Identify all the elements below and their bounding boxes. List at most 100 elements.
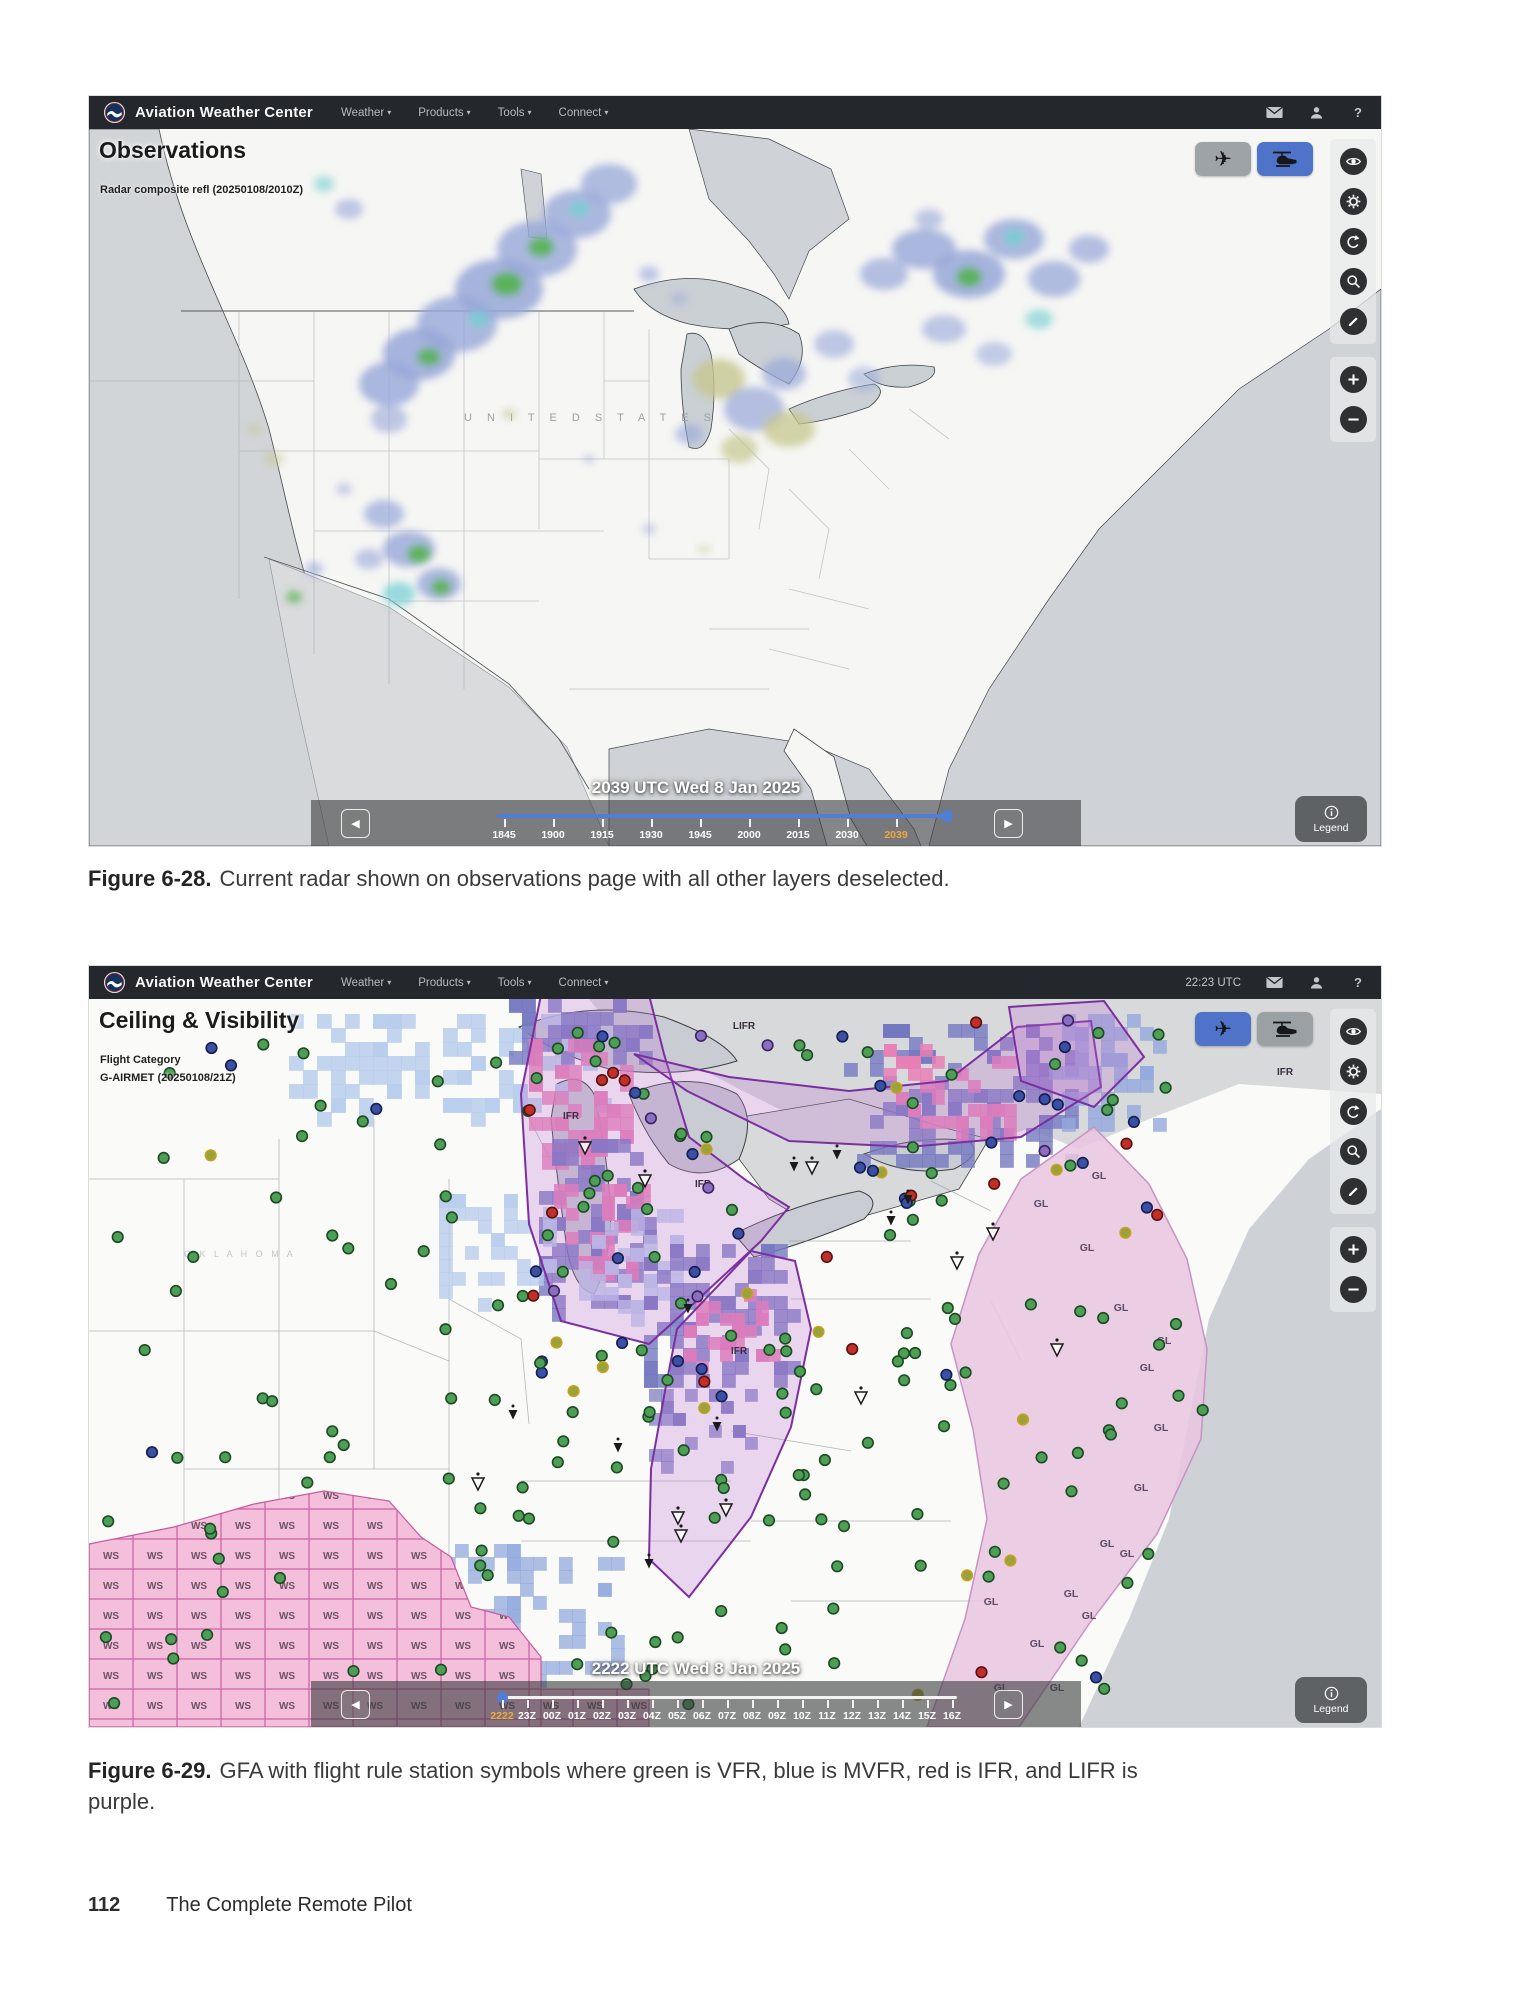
- airplane-mode-button[interactable]: ✈: [1195, 142, 1251, 176]
- zoom-in-button[interactable]: [1339, 1236, 1367, 1263]
- tick-mark: [902, 1700, 904, 1708]
- station-dot: [611, 1252, 625, 1265]
- time-tick[interactable]: 23Z: [517, 1710, 537, 1722]
- draw-button[interactable]: [1339, 1178, 1367, 1205]
- menu-tools[interactable]: Tools ▾: [497, 106, 532, 119]
- station-dot: [820, 1250, 833, 1263]
- station-dot: [800, 1048, 814, 1062]
- station-dot: [836, 1030, 849, 1043]
- layers-button[interactable]: [1339, 148, 1367, 175]
- menu-tools[interactable]: Tools ▾: [497, 976, 532, 989]
- mail-icon[interactable]: [1265, 976, 1283, 989]
- station-dot: [874, 1079, 887, 1092]
- time-tick[interactable]: 2030: [835, 829, 859, 841]
- time-tick[interactable]: 2039: [884, 829, 908, 841]
- menu-weather[interactable]: Weather ▾: [340, 106, 392, 119]
- reset-view-button[interactable]: [1339, 1098, 1367, 1125]
- station-dot: [593, 1040, 606, 1053]
- station-dot: [792, 1469, 805, 1482]
- zoom-out-button[interactable]: [1339, 406, 1367, 433]
- time-tick[interactable]: 13Z: [867, 1710, 887, 1722]
- time-tick[interactable]: 1945: [688, 829, 712, 841]
- station-dot: [761, 1039, 774, 1052]
- layers-button[interactable]: [1339, 1018, 1367, 1045]
- time-tick[interactable]: 1900: [541, 829, 565, 841]
- gale-warning-zone[interactable]: GLGLGLGLGLGLGLGLGLGLGLGLGLGLGLGL: [926, 1126, 1208, 1727]
- time-tick[interactable]: 15Z: [917, 1710, 937, 1722]
- reset-view-button[interactable]: [1339, 228, 1367, 255]
- legend-button[interactable]: Legend: [1295, 796, 1367, 842]
- legend-button[interactable]: Legend: [1295, 1677, 1367, 1723]
- helicopter-mode-button[interactable]: [1257, 142, 1313, 176]
- settings-gear-button[interactable]: [1339, 188, 1367, 215]
- help-button[interactable]: ?: [1354, 975, 1362, 990]
- station-dot: [384, 1277, 398, 1291]
- time-step-back-button[interactable]: ◀: [341, 1690, 370, 1719]
- time-tick[interactable]: 12Z: [842, 1710, 862, 1722]
- station-dot: [831, 1560, 844, 1573]
- station-dot: [512, 1509, 525, 1522]
- time-tick[interactable]: 11Z: [818, 1710, 836, 1722]
- station-dot: [1151, 1208, 1164, 1221]
- time-tick[interactable]: 02Z: [592, 1710, 612, 1722]
- settings-gear-button[interactable]: [1339, 1058, 1367, 1085]
- station-dots-layer[interactable]: [99, 1014, 1209, 1711]
- time-step-forward-button[interactable]: ▶: [994, 1690, 1023, 1719]
- time-tick[interactable]: 1845: [492, 829, 516, 841]
- station-dot: [1064, 1159, 1077, 1172]
- time-tick[interactable]: 14Z: [892, 1710, 912, 1722]
- user-icon[interactable]: [1309, 105, 1324, 120]
- station-dot: [347, 1664, 360, 1678]
- time-step-forward-button[interactable]: ▶: [994, 809, 1023, 838]
- help-button[interactable]: ?: [1354, 105, 1362, 120]
- time-slider[interactable]: ◀ 1845 1900 1915 1930 1945 2000 2015 2030 2039 ▶: [311, 800, 1081, 846]
- time-tick[interactable]: 05Z: [667, 1710, 687, 1722]
- time-tick[interactable]: 06Z: [692, 1710, 712, 1722]
- time-tick[interactable]: 09Z: [767, 1710, 787, 1722]
- station-dot: [945, 1068, 958, 1081]
- user-icon[interactable]: [1309, 975, 1324, 990]
- time-tick[interactable]: 10Z: [792, 1710, 812, 1722]
- search-button[interactable]: [1339, 1138, 1367, 1165]
- menu-weather[interactable]: Weather ▾: [340, 976, 392, 989]
- zoom-out-button[interactable]: [1339, 1276, 1367, 1303]
- station-dot: [596, 1030, 609, 1043]
- station-dot: [891, 1355, 905, 1368]
- station-dot: [812, 1325, 825, 1338]
- station-dot: [779, 1332, 792, 1345]
- time-slider-handle[interactable]: [496, 1691, 508, 1703]
- map-canvas-gfa[interactable]: WS O K L A H O M AGLGLGLGLGLGLGLGLGLGLGL…: [89, 999, 1381, 1727]
- time-tick[interactable]: 03Z: [617, 1710, 637, 1722]
- time-tick[interactable]: 04Z: [642, 1710, 662, 1722]
- time-tick[interactable]: 07Z: [717, 1710, 737, 1722]
- menu-connect[interactable]: Connect ▾: [558, 976, 609, 989]
- station-dot: [908, 1346, 922, 1360]
- search-button[interactable]: [1339, 268, 1367, 295]
- time-tick[interactable]: 16Z: [942, 1710, 962, 1722]
- gairmet-polygons[interactable]: [519, 999, 1146, 1599]
- time-tick[interactable]: 00Z: [542, 1710, 562, 1722]
- time-tick[interactable]: 2000: [737, 829, 761, 841]
- menu-products[interactable]: Products ▾: [418, 976, 471, 989]
- time-tick[interactable]: 08Z: [742, 1710, 762, 1722]
- time-slider-handle[interactable]: [941, 810, 953, 822]
- svg-text:GL: GL: [1092, 1170, 1107, 1182]
- time-step-back-button[interactable]: ◀: [341, 809, 370, 838]
- draw-button[interactable]: [1339, 308, 1367, 335]
- time-tick[interactable]: 2222: [490, 1710, 514, 1722]
- helicopter-mode-button[interactable]: [1257, 1012, 1313, 1046]
- nav-right: 22:23 UTC ?: [1185, 975, 1367, 991]
- menu-products[interactable]: Products ▾: [418, 106, 471, 119]
- station-dot: [551, 1456, 564, 1469]
- time-tick[interactable]: 1930: [639, 829, 663, 841]
- time-tick[interactable]: 1915: [590, 829, 614, 841]
- airplane-mode-button[interactable]: ✈: [1195, 1012, 1251, 1046]
- map-canvas-observations[interactable]: U N I T E D S T A T E S Observations Rad…: [89, 129, 1381, 846]
- time-tick[interactable]: 01Z: [567, 1710, 587, 1722]
- noaa-logo: [103, 101, 126, 124]
- time-slider[interactable]: ◀ 2222 23Z 00Z 01Z 02Z 03Z 04Z 05Z 06Z 07Z 08Z 09Z 10…: [311, 1681, 1081, 1727]
- menu-connect[interactable]: Connect ▾: [558, 106, 609, 119]
- time-tick[interactable]: 2015: [786, 829, 810, 841]
- zoom-in-button[interactable]: [1339, 366, 1367, 393]
- mail-icon[interactable]: [1265, 106, 1283, 119]
